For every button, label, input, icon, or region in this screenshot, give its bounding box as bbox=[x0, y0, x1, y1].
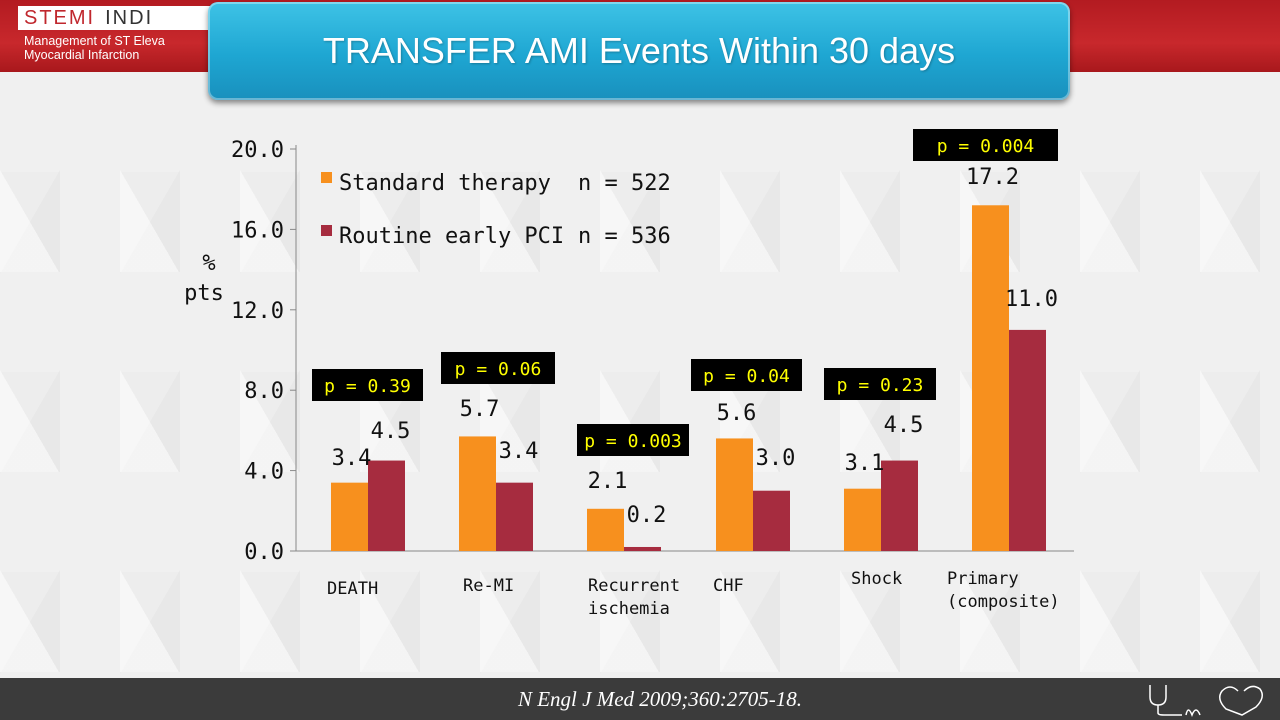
y-axis-label-line2: pts bbox=[184, 281, 224, 306]
category-label: DEATH bbox=[327, 579, 378, 599]
stemi-india-logo: STEMI INDI bbox=[18, 6, 214, 30]
data-label-routine-early-pci: 11.0 bbox=[1005, 287, 1058, 312]
p-value-box bbox=[577, 424, 689, 456]
bar-standard-therapy bbox=[972, 205, 1009, 551]
legend-swatch-standard-therapy bbox=[321, 172, 332, 183]
category-label-line1: Recurrent bbox=[588, 576, 680, 596]
category-label: Re-MI bbox=[463, 576, 514, 596]
data-label-standard-therapy: 5.6 bbox=[717, 401, 757, 426]
p-value-label: p = 0.23 bbox=[837, 375, 924, 396]
category-label-line2: (composite) bbox=[947, 592, 1060, 612]
data-label-standard-therapy: 17.2 bbox=[966, 165, 1019, 190]
data-label-standard-therapy: 3.4 bbox=[332, 446, 372, 471]
bar-standard-therapy bbox=[844, 488, 881, 551]
y-tick-label: 12.0 bbox=[231, 299, 284, 324]
y-tick-label: 8.0 bbox=[244, 379, 284, 404]
bar-routine-early-pci bbox=[753, 490, 790, 551]
data-label-routine-early-pci: 4.5 bbox=[371, 419, 411, 444]
y-tick-label: 4.0 bbox=[244, 460, 284, 485]
title-banner: TRANSFER AMI Events Within 30 days bbox=[208, 2, 1070, 100]
bar-standard-therapy bbox=[459, 436, 496, 551]
p-value-label: p = 0.39 bbox=[324, 376, 411, 397]
logo-secondary-text: INDI bbox=[105, 7, 154, 29]
bar-standard-therapy bbox=[716, 438, 753, 551]
logo-main-text: STEMI bbox=[24, 7, 96, 29]
legend-n-label: n = 522 bbox=[578, 171, 671, 196]
data-label-standard-therapy: 3.1 bbox=[845, 451, 885, 476]
legend-label: Routine early PCI bbox=[339, 224, 564, 249]
p-value-label: p = 0.04 bbox=[703, 366, 790, 387]
slide-title: TRANSFER AMI Events Within 30 days bbox=[322, 30, 956, 71]
logo-subtitle-line2: Myocardial Infarction bbox=[24, 48, 140, 62]
p-value-box bbox=[312, 369, 423, 401]
bar-routine-early-pci bbox=[624, 546, 661, 551]
data-label-routine-early-pci: 3.4 bbox=[499, 439, 539, 464]
bar-chart: 0.0 4.0 8.0 12.0 16.0 20.0% pts Standard therap… bbox=[184, 129, 1074, 619]
data-label-routine-early-pci: 0.2 bbox=[627, 503, 667, 528]
logo-subtitle: Management of ST Eleva Myocardial Infarc… bbox=[24, 34, 210, 62]
y-tick-label: 20.0 bbox=[231, 138, 284, 163]
bar-standard-therapy bbox=[587, 508, 624, 551]
data-label-standard-therapy: 2.1 bbox=[588, 469, 628, 494]
y-axis-label-line1: % bbox=[202, 251, 215, 276]
data-label-standard-therapy: 5.7 bbox=[460, 397, 500, 422]
p-value-box bbox=[824, 368, 936, 400]
data-label-routine-early-pci: 3.0 bbox=[756, 446, 796, 471]
bar-routine-early-pci bbox=[1009, 329, 1046, 551]
p-value-label: p = 0.003 bbox=[584, 431, 682, 452]
legend-label: Standard therapy bbox=[339, 171, 551, 196]
y-tick-label: 0.0 bbox=[244, 540, 284, 565]
p-value-box bbox=[691, 359, 802, 391]
category-label-line1: Primary bbox=[947, 569, 1019, 589]
bar-routine-early-pci bbox=[368, 460, 405, 551]
footer-bar: N Engl J Med 2009;360:2705-18. bbox=[0, 678, 1280, 720]
citation-text: N Engl J Med 2009;360:2705-18. bbox=[517, 687, 803, 711]
legend-swatch-routine-early-pci bbox=[321, 225, 332, 236]
p-value-box bbox=[441, 352, 555, 384]
bar-standard-therapy bbox=[331, 482, 368, 551]
category-label-line2: ischemia bbox=[588, 599, 670, 619]
bar-routine-early-pci bbox=[496, 482, 533, 551]
category-label: CHF bbox=[713, 576, 744, 596]
logo-subtitle-line1: Management of ST Eleva bbox=[24, 34, 165, 48]
category-label: Shock bbox=[851, 569, 902, 589]
legend-n-label: n = 536 bbox=[578, 224, 671, 249]
slide-background bbox=[0, 72, 1280, 678]
bar-routine-early-pci bbox=[881, 460, 918, 551]
p-value-label: p = 0.06 bbox=[455, 359, 542, 380]
p-value-box bbox=[913, 129, 1058, 161]
p-value-label: p = 0.004 bbox=[937, 136, 1035, 157]
data-label-routine-early-pci: 4.5 bbox=[884, 413, 924, 438]
y-tick-label: 16.0 bbox=[231, 218, 284, 243]
heart-stethoscope-logo-icon bbox=[1149, 685, 1263, 717]
